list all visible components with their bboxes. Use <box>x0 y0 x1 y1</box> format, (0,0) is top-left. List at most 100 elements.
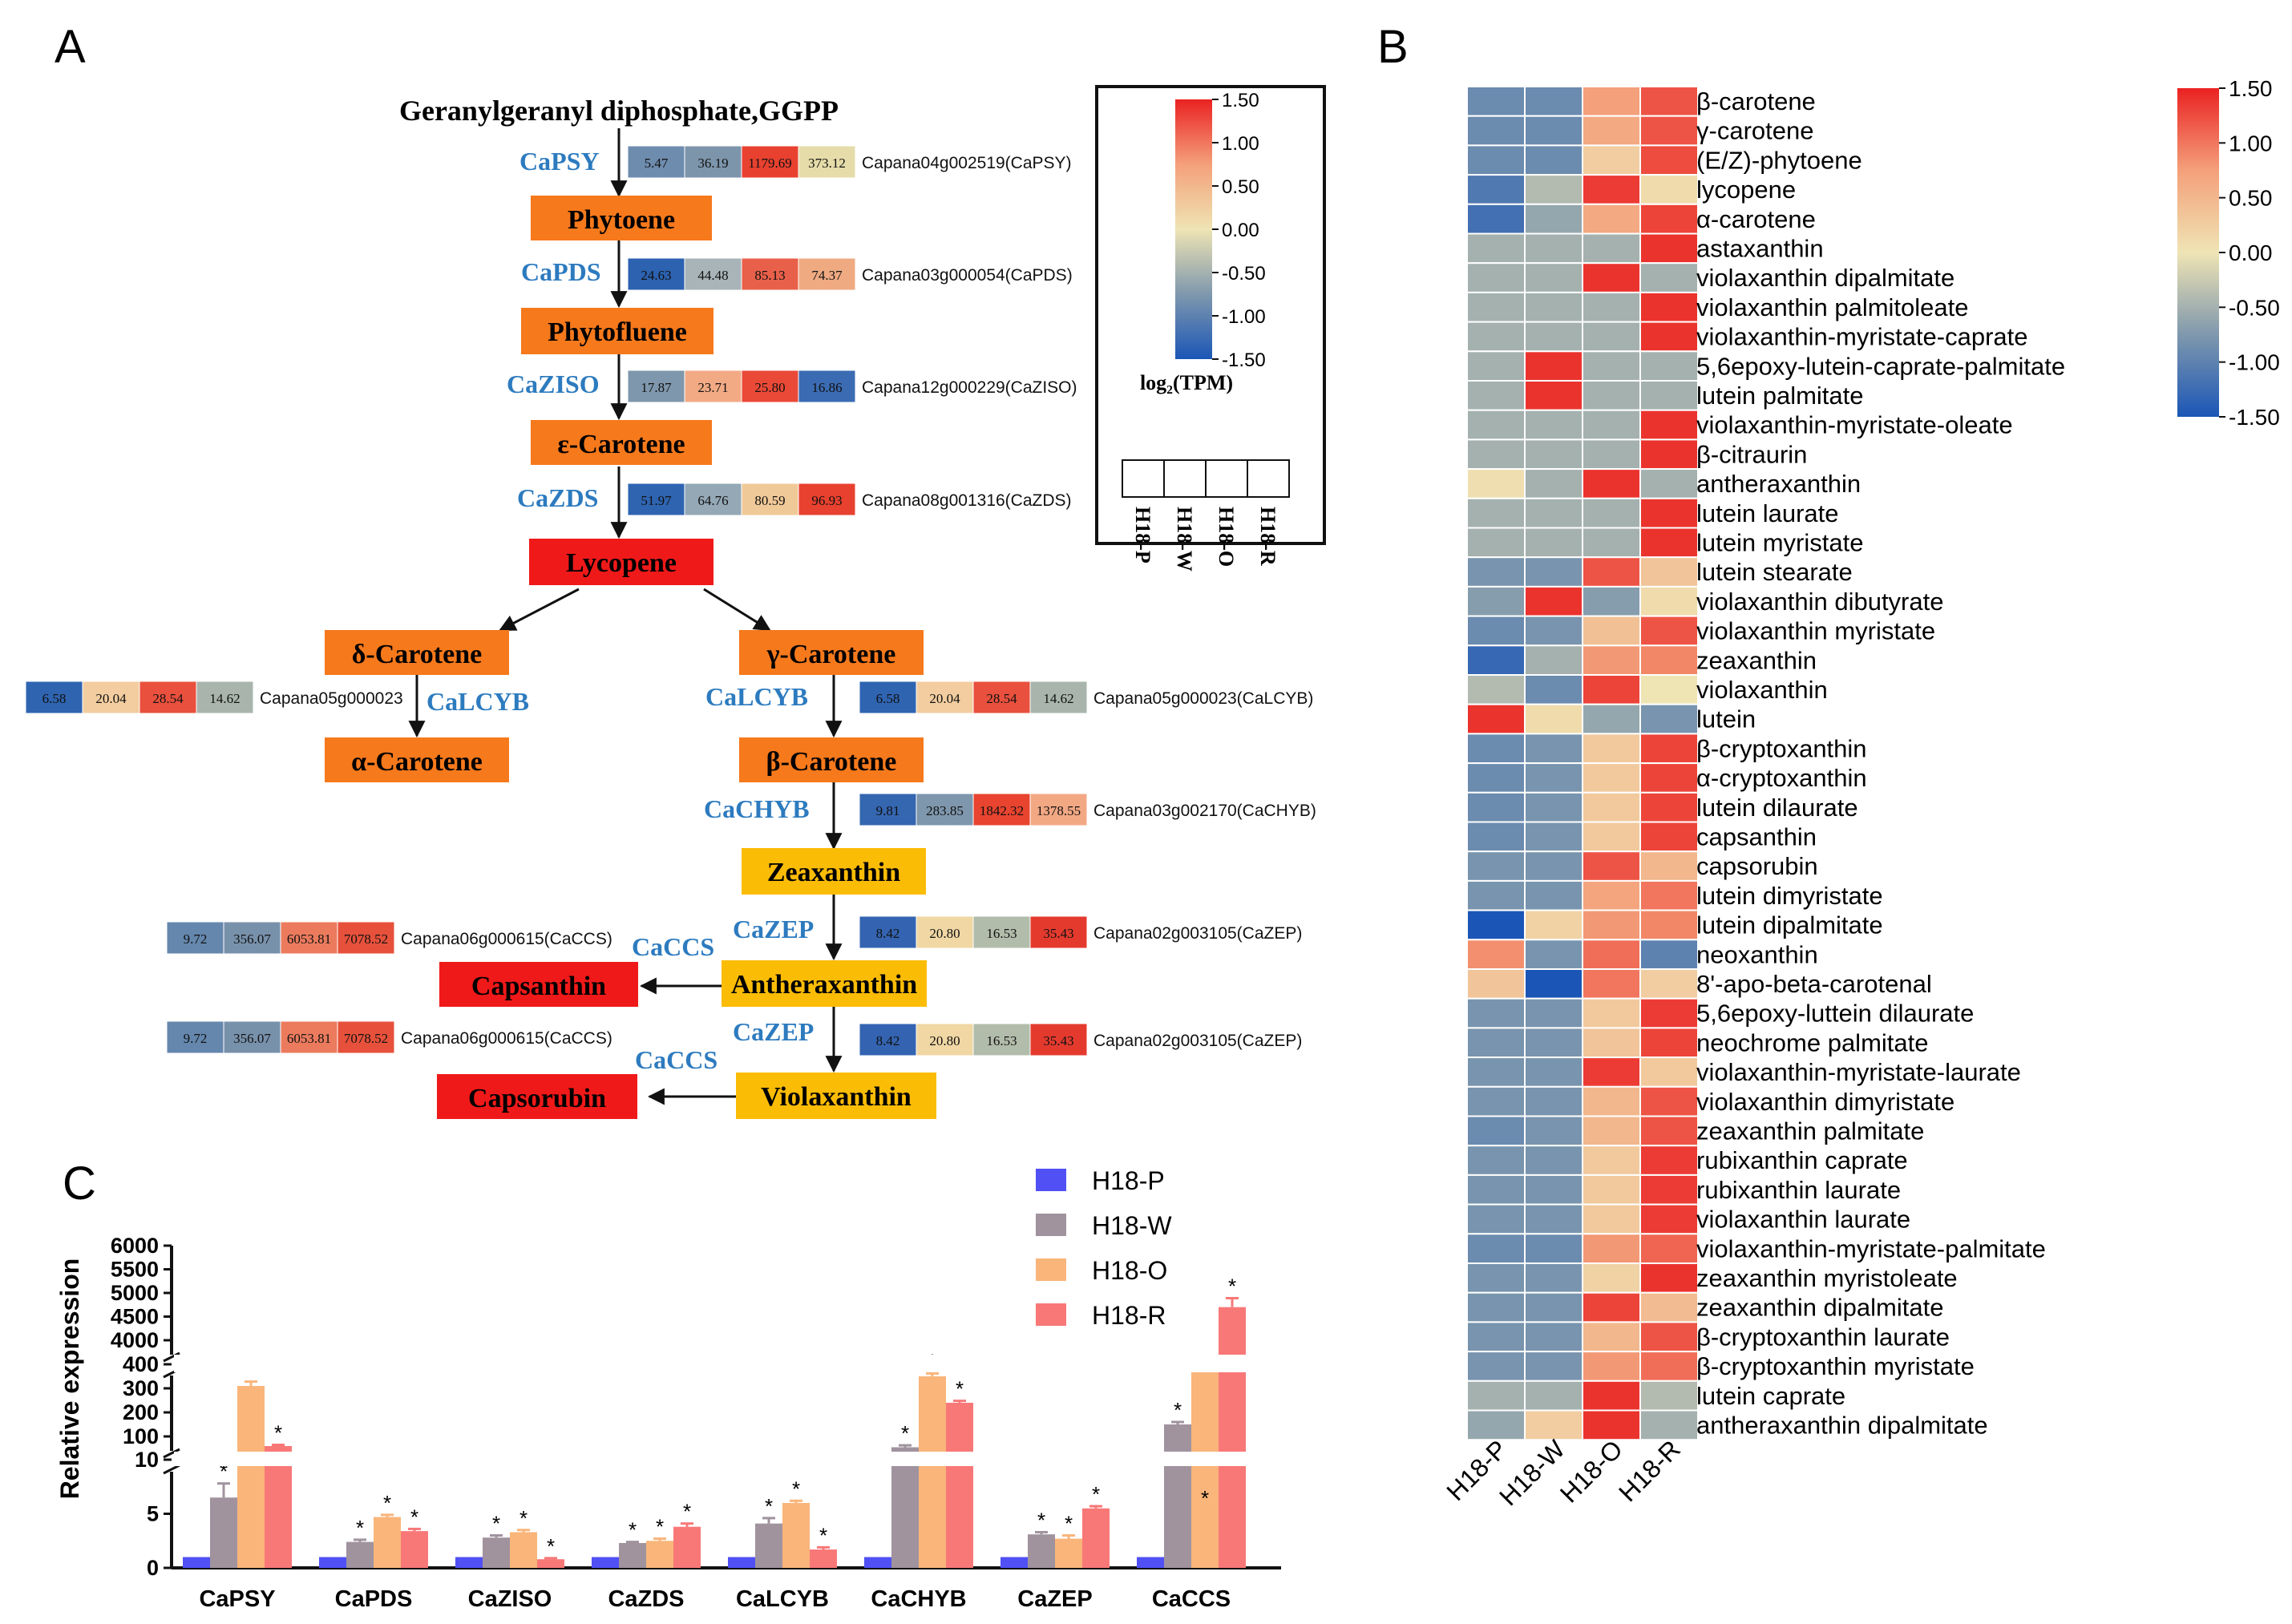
heatmap-cell <box>1639 1174 1699 1206</box>
heatmap-cell <box>1639 703 1699 735</box>
heatmap-cell <box>1639 321 1699 353</box>
heatmap-cell <box>1582 762 1641 794</box>
heatmap-cell <box>1582 409 1641 441</box>
heatmap-cell <box>1582 733 1641 765</box>
heatmap-cell <box>1466 997 1526 1029</box>
significance-star: * <box>356 1516 364 1540</box>
heatmap-cell <box>1582 1085 1641 1117</box>
expression-cell <box>972 915 1031 949</box>
heatmap-cell <box>1524 232 1583 265</box>
heatmap-row-label: lutein <box>1696 705 1756 733</box>
expression-cell <box>1029 1023 1088 1056</box>
heatmap-cell <box>1582 497 1641 529</box>
compound-alpha-carotene: α-Carotene <box>325 737 509 782</box>
heatmap-cell <box>1524 821 1583 853</box>
heatmap-row-label: zeaxanthin <box>1696 646 1817 674</box>
bar <box>1055 1538 1082 1568</box>
heatmap-cell <box>1524 1085 1583 1117</box>
heatmap-cell <box>1582 174 1641 205</box>
heatmap-cell <box>1524 791 1583 823</box>
heatmap-cell <box>1582 997 1641 1029</box>
heatmap-cell <box>1639 1056 1699 1088</box>
legend-swatch <box>1036 1303 1066 1326</box>
bar <box>1000 1557 1028 1568</box>
heatmap-cell <box>1524 497 1583 529</box>
heatmap-cell <box>1639 497 1699 529</box>
bar <box>864 1557 891 1568</box>
svg-text:Antheraxanthin: Antheraxanthin <box>731 970 917 1000</box>
heatmap-cell <box>1524 674 1583 705</box>
heatmap-cell <box>1466 262 1526 293</box>
heatmap-row-label: lutein laurate <box>1696 499 1839 527</box>
heatmap-cell <box>1466 380 1526 411</box>
enzyme-label: CaLCYB <box>705 682 808 711</box>
heatmap-cell <box>1582 468 1641 499</box>
expression-cell <box>972 1023 1031 1056</box>
legend-label: H18-W <box>1092 1211 1172 1240</box>
heatmap-cell <box>1466 203 1526 235</box>
heatmap-cell <box>1524 733 1583 765</box>
heatmap-cell <box>1582 144 1641 176</box>
heatmap-row-label: β-cryptoxanthin <box>1696 734 1867 762</box>
bar <box>919 1376 946 1568</box>
heatmap-cell <box>1639 585 1699 617</box>
heatmap-row-label: β-carotene <box>1696 87 1816 115</box>
heatmap-cell <box>1582 644 1641 676</box>
colorbar-tick-label: 1.00 <box>2229 131 2273 156</box>
expression-value: 8.42 <box>876 1033 900 1048</box>
enzyme-label: CaCHYB <box>704 794 810 823</box>
enzyme-label: CaPDS <box>521 257 601 286</box>
panel-a-legend: 1.50 1.00 0.50 0.00 -0.50 -1.00 -1.50 log₂(TPM… <box>1095 85 1326 572</box>
heatmap-cell <box>1582 1321 1641 1353</box>
heatmap-cell <box>1524 762 1583 794</box>
expression-value: 6.58 <box>42 691 67 706</box>
svg-text:α-Carotene: α-Carotene <box>351 747 483 777</box>
enzyme-label: CaPSY <box>519 147 600 176</box>
x-tick-label: CaPSY <box>199 1586 275 1612</box>
expression-strip: 8.42 20.80 16.53 35.43 Capana02g003105(CaZEP… <box>859 1023 1302 1056</box>
expression-value: 20.80 <box>929 926 960 941</box>
heatmap-cell <box>1639 1409 1699 1441</box>
heatmap-cell <box>1639 762 1699 794</box>
heatmap-cell <box>1582 674 1641 705</box>
expression-value: 28.54 <box>986 691 1017 706</box>
gene-label: Capana05g000023(CaLCYB) <box>1093 689 1313 708</box>
significance-star: * <box>410 1505 418 1529</box>
heatmap-row-label: (E/Z)-phytoene <box>1696 146 1862 174</box>
heatmap-cell <box>1524 1409 1583 1441</box>
expression-strip: 9.81 283.85 1842.32 1378.55 Capana03g002170(… <box>859 793 1316 826</box>
y-tick-label: 6000 <box>111 1234 159 1258</box>
gene-label: Capana03g002170(CaCHYB) <box>1093 802 1316 820</box>
heatmap-row-label: 5,6epoxy-lutein-caprate-palmitate <box>1696 352 2065 380</box>
bar <box>810 1549 837 1568</box>
svg-text:Capsanthin: Capsanthin <box>471 972 606 1001</box>
bar <box>210 1497 237 1568</box>
gene-label: Capana06g000615(CaCCS) <box>401 1029 612 1048</box>
gene-label: Capana05g000023 <box>260 689 403 708</box>
heatmap-row-label: violaxanthin-myristate-oleate <box>1696 411 2013 439</box>
colorbar-tick-label: -0.50 <box>1222 263 1266 285</box>
heatmap-row-label: violaxanthin myristate <box>1696 617 1935 645</box>
colorbar-tick-label: 1.00 <box>1222 133 1259 155</box>
heatmap-cell <box>1466 174 1526 205</box>
expression-value: 14.62 <box>209 691 240 706</box>
heatmap-row-label: violaxanthin laurate <box>1696 1206 1910 1234</box>
heatmap-cell <box>1639 232 1699 265</box>
bar <box>646 1541 673 1568</box>
heatmap-cell <box>1639 291 1699 323</box>
heatmap-cell <box>1639 350 1699 382</box>
heatmap-row-label: violaxanthin-myristate-palmitate <box>1696 1234 2046 1262</box>
legend-sample-cell <box>1163 459 1207 498</box>
expression-cell <box>798 145 856 179</box>
heatmap-cell <box>1524 468 1583 499</box>
bar <box>319 1557 346 1568</box>
enzyme-label: CaZEP <box>733 915 814 943</box>
heatmap-cell <box>1524 1380 1583 1412</box>
bar <box>592 1557 619 1568</box>
svg-text:Zeaxanthin: Zeaxanthin <box>767 858 900 887</box>
heatmap-row-label: capsorubin <box>1696 852 1818 880</box>
compound-capsanthin: Capsanthin <box>439 962 638 1007</box>
